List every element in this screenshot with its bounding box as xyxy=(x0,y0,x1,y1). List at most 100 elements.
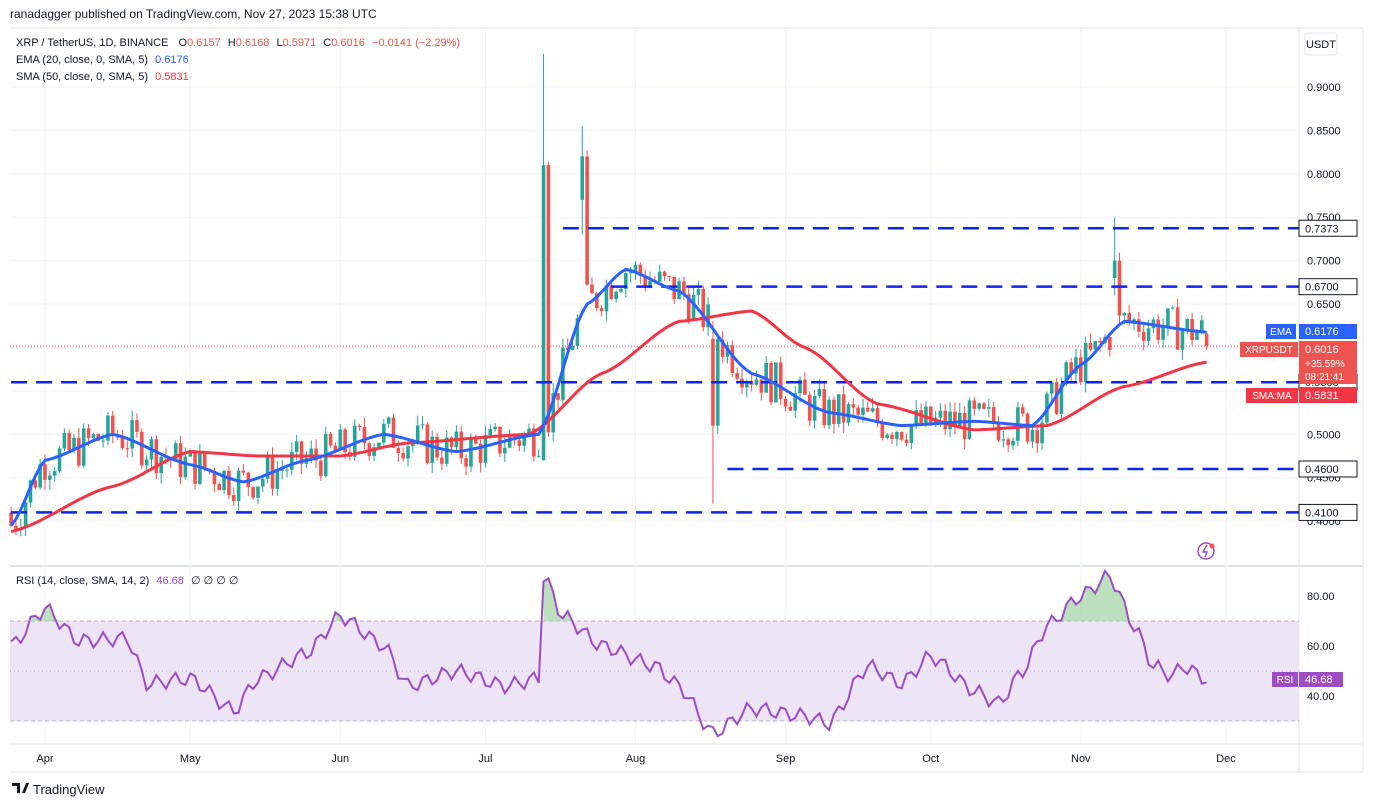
candle-body xyxy=(469,438,473,467)
candle-body xyxy=(957,412,962,427)
candle-body xyxy=(1074,357,1078,374)
candle-body xyxy=(52,471,57,476)
candle-body xyxy=(386,417,391,424)
candle-body xyxy=(415,425,420,442)
price-tick-label: 0.7000 xyxy=(1307,256,1341,268)
currency-button-label[interactable]: USDT xyxy=(1306,39,1336,51)
candle-body xyxy=(309,448,314,458)
candle-body xyxy=(222,470,226,491)
svg-text:EMA (20, close, 0, SMA, 5): EMA (20, close, 0, SMA, 5) 0.6176 xyxy=(16,54,189,66)
sma-tag: SMA:MA xyxy=(1252,391,1292,402)
candle-body xyxy=(202,452,207,469)
candle-body xyxy=(817,388,822,396)
candle-body xyxy=(628,272,633,274)
candle-body xyxy=(120,437,125,449)
candle-body xyxy=(173,443,178,460)
legend-rsi-extra: ∅ ∅ ∅ ∅ xyxy=(191,575,239,587)
tradingview-logo-icon[interactable] xyxy=(12,783,29,793)
flash-icon[interactable] xyxy=(1197,542,1215,560)
candle-body xyxy=(532,428,536,457)
candle-body xyxy=(1161,327,1165,340)
candle-body xyxy=(977,403,981,409)
candle-body xyxy=(72,437,76,450)
candle-body xyxy=(1059,384,1064,414)
candle-body xyxy=(396,447,401,454)
candle-body xyxy=(217,484,222,491)
candle-body xyxy=(866,407,870,412)
sma-value-label: 0.5831 xyxy=(1305,390,1339,402)
time-axis: Apr May Jun Jul Aug Sep Oct Nov Dec xyxy=(36,753,1236,765)
level-label: 0.4600 xyxy=(1305,464,1339,476)
price-tick-label: 0.8500 xyxy=(1307,125,1341,137)
tradingview-logo[interactable]: TradingView xyxy=(12,782,105,797)
currency-button-frame[interactable] xyxy=(1304,32,1338,56)
candle-body xyxy=(406,446,410,459)
candle-body xyxy=(140,431,144,466)
candle-body xyxy=(914,410,919,425)
candle-body xyxy=(517,440,522,446)
candle-body xyxy=(662,271,667,277)
candle-body xyxy=(77,437,81,466)
candle-body xyxy=(391,417,396,448)
flash-icon-ring[interactable] xyxy=(1197,542,1215,560)
candle-body xyxy=(86,428,91,439)
rsi-value-label: 46.68 xyxy=(1305,674,1333,686)
candle-body xyxy=(459,431,464,459)
legend-close-label: C xyxy=(323,37,331,49)
svg-text:XRP / TetherUS, 1D, BINANCE: XRP / TetherUS, 1D, BINANCE O0.6157 H0.6… xyxy=(16,37,460,49)
candle-body xyxy=(503,447,507,454)
candle-body xyxy=(1132,319,1136,322)
price-tick-label: 0.8000 xyxy=(1307,169,1341,181)
candle-body xyxy=(614,291,618,300)
currency-button[interactable]: USDT xyxy=(1304,32,1338,56)
candle-body xyxy=(624,273,628,290)
candle-body xyxy=(982,403,986,409)
candle-body xyxy=(778,362,783,399)
candle-body xyxy=(430,436,435,464)
candle-body xyxy=(1137,319,1141,332)
candle-body xyxy=(938,410,943,418)
candle-body xyxy=(319,460,323,477)
candle-body xyxy=(909,424,914,444)
time-tick-label: Oct xyxy=(922,753,939,765)
candle-body xyxy=(1146,328,1151,341)
candle-body xyxy=(1049,382,1054,394)
candle-body xyxy=(464,458,468,467)
ema-value-label: 0.6176 xyxy=(1305,326,1339,338)
candle-body xyxy=(856,407,860,415)
candle-body xyxy=(91,433,96,439)
candle-body xyxy=(1180,330,1185,350)
candle-body xyxy=(33,480,38,488)
candle-body xyxy=(67,432,72,450)
price-value-label: 0.6016 xyxy=(1305,344,1339,356)
candle-body xyxy=(546,165,551,433)
candle-body xyxy=(212,470,217,485)
level-badge xyxy=(1298,460,1358,478)
candle-body xyxy=(672,276,677,300)
candle-body xyxy=(1166,308,1170,328)
tradingview-logo-text[interactable]: TradingView xyxy=(33,782,105,797)
countdown-label: 08:21:41 xyxy=(1305,372,1344,383)
candle-body xyxy=(294,441,299,452)
time-tick-label: Nov xyxy=(1071,753,1091,765)
candle-body xyxy=(1001,439,1006,441)
candle-body xyxy=(962,412,967,440)
candle-body xyxy=(1117,260,1122,316)
candle-body xyxy=(991,407,996,424)
candle-body xyxy=(488,429,493,436)
candle-body xyxy=(759,379,764,393)
ema-badge: EMA 0.6176 xyxy=(1266,324,1357,339)
flash-icon-bolt[interactable] xyxy=(1201,544,1209,558)
rsi-tag: RSI xyxy=(1277,675,1294,686)
candle-body xyxy=(23,502,28,528)
candle-body xyxy=(953,411,957,427)
candle-body xyxy=(880,423,885,438)
legend-ema-value: 0.6176 xyxy=(155,54,189,66)
candle-body xyxy=(1185,319,1190,331)
candle-body xyxy=(541,165,546,461)
candle-body xyxy=(798,379,802,394)
level-badge xyxy=(1298,278,1358,296)
candle-body xyxy=(420,424,425,426)
